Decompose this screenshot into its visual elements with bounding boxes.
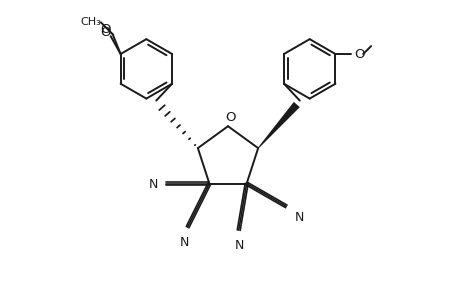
Text: O: O (100, 26, 111, 39)
Text: O: O (100, 23, 111, 36)
Text: O: O (224, 111, 235, 124)
Text: N: N (235, 238, 244, 251)
Text: O: O (353, 49, 364, 62)
Text: N: N (294, 211, 303, 224)
Polygon shape (257, 102, 299, 148)
Text: N: N (149, 178, 158, 191)
Text: N: N (179, 236, 189, 248)
Text: CH₃: CH₃ (80, 17, 101, 27)
